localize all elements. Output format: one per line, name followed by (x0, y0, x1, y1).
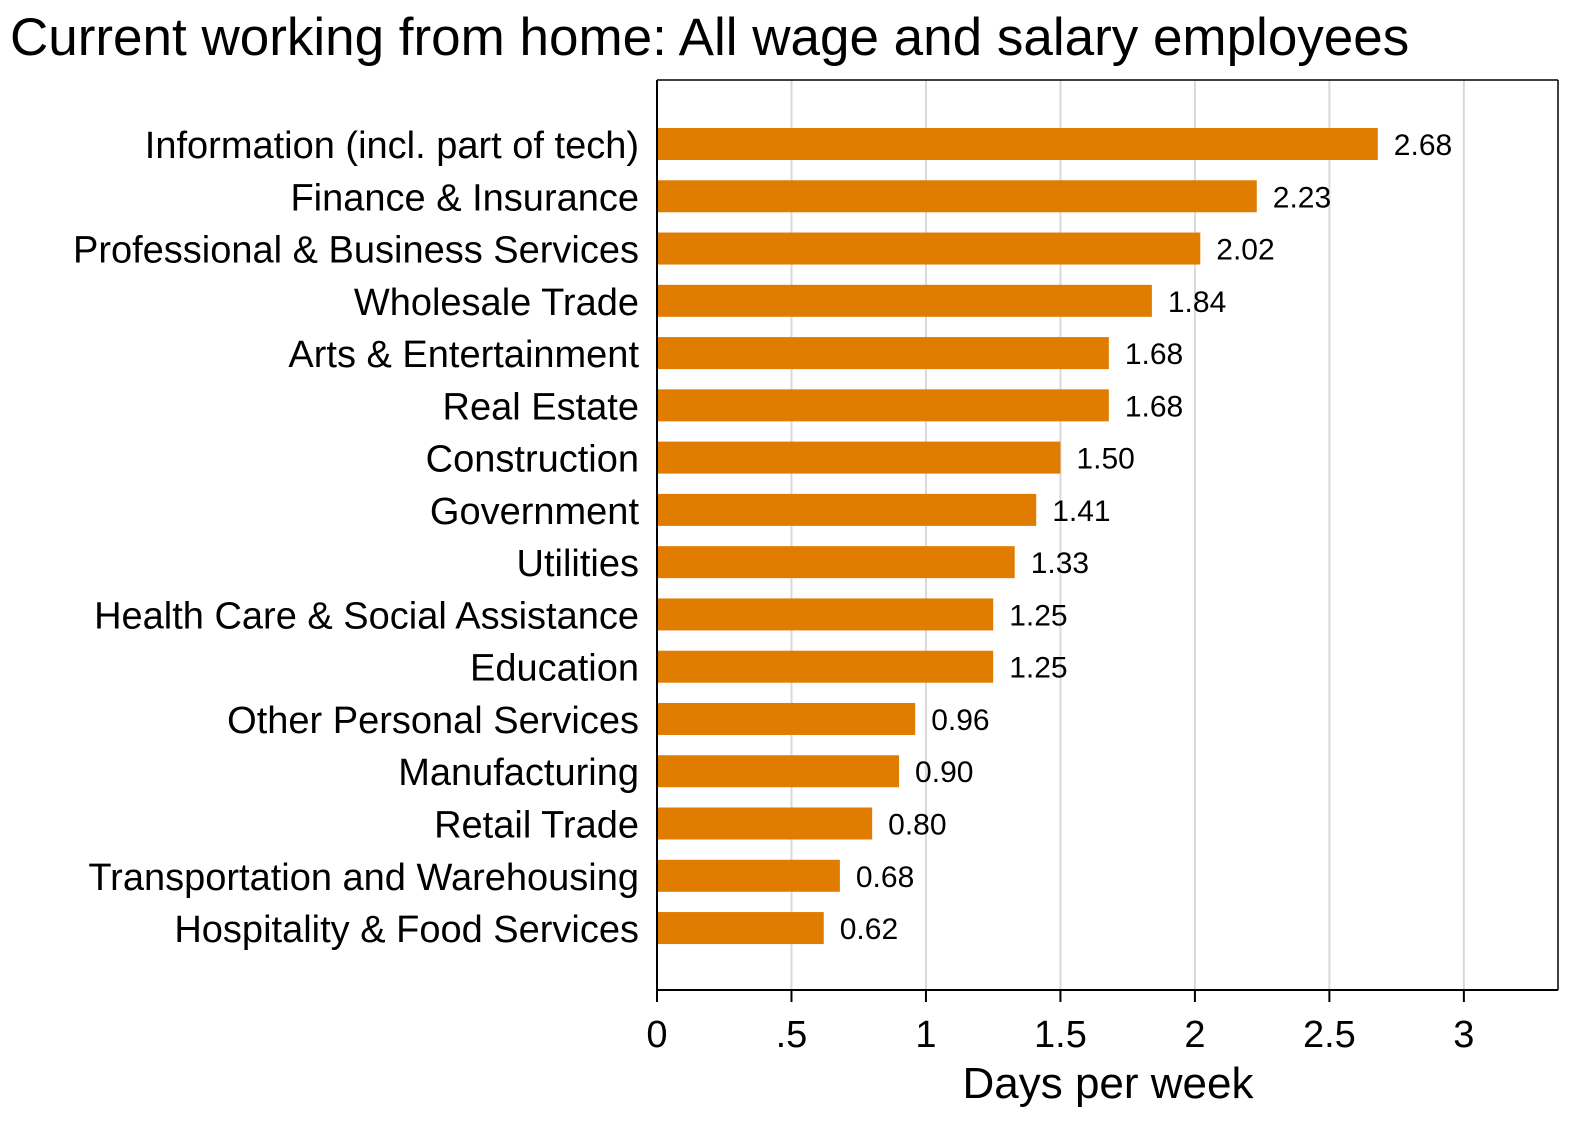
bar (657, 337, 1109, 370)
bar (657, 546, 1015, 579)
bar (657, 180, 1257, 213)
gridlines (790, 80, 1465, 990)
value-label: 0.62 (840, 913, 898, 946)
bar (657, 232, 1201, 265)
bar (657, 807, 873, 840)
bar (657, 441, 1061, 474)
bar (657, 128, 1378, 160)
value-label: 2.23 (1273, 181, 1331, 214)
category-label: Arts & Entertainment (288, 334, 639, 376)
value-label: 1.25 (1009, 599, 1067, 632)
labels: Information (incl. part of tech) 2.68 Fina… (73, 125, 1474, 1056)
category-label: Manufacturing (398, 752, 639, 794)
value-label: 1.68 (1125, 338, 1183, 371)
bar (657, 912, 824, 945)
category-label: Health Care & Social Assistance (94, 595, 639, 637)
x-tick-label: 2.5 (1303, 1014, 1356, 1056)
category-label: Construction (426, 439, 639, 481)
category-label: Information (incl. part of tech) (145, 125, 639, 167)
bars (657, 128, 1378, 945)
value-label: 0.68 (856, 861, 914, 894)
value-label: 1.25 (1009, 652, 1067, 685)
category-label: Utilities (517, 543, 639, 585)
category-label: Transportation and Warehousing (88, 857, 639, 899)
value-label: 2.02 (1216, 234, 1274, 267)
value-label: 1.50 (1076, 443, 1134, 476)
bar (657, 755, 900, 788)
value-label: 1.84 (1168, 286, 1226, 319)
bar (657, 650, 994, 683)
bar (657, 389, 1109, 422)
value-label: 1.68 (1125, 390, 1183, 423)
category-label: Real Estate (443, 386, 639, 428)
chart-title: Current working from home: All wage and … (10, 8, 1410, 67)
category-label: Wholesale Trade (354, 282, 639, 324)
x-axis-title: Days per week (962, 1059, 1254, 1108)
axes (656, 79, 1559, 1002)
value-label: 1.41 (1052, 495, 1110, 528)
value-label: 0.90 (915, 756, 973, 789)
category-label: Hospitality & Food Services (174, 909, 639, 951)
category-label: Other Personal Services (227, 700, 639, 742)
x-tick-label: .5 (776, 1014, 808, 1056)
value-label: 2.68 (1394, 129, 1452, 162)
x-tick-label: 0 (646, 1014, 667, 1056)
bar (657, 284, 1152, 317)
category-label: Finance & Insurance (290, 177, 639, 219)
x-tick-label: 2 (1184, 1014, 1205, 1056)
bar (657, 493, 1037, 526)
x-tick-label: 1.5 (1034, 1014, 1087, 1056)
bar (657, 598, 994, 631)
category-label: Retail Trade (434, 805, 639, 847)
value-label: 0.80 (888, 809, 946, 842)
bar (657, 859, 840, 892)
x-tick-label: 1 (915, 1014, 936, 1056)
category-label: Professional & Business Services (73, 230, 639, 272)
value-label: 1.33 (1031, 547, 1089, 580)
category-label: Education (470, 648, 639, 690)
category-label: Government (430, 491, 640, 533)
bar (657, 702, 916, 735)
value-label: 0.96 (931, 704, 989, 737)
x-tick-label: 3 (1453, 1014, 1474, 1056)
